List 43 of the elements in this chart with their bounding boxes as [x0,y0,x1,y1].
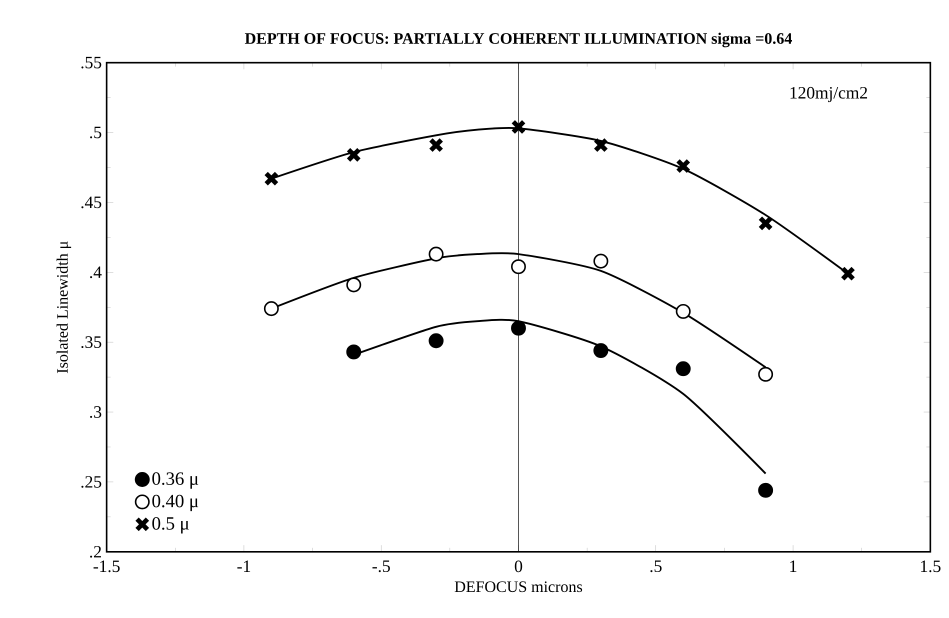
point [593,137,608,152]
point [428,246,444,262]
point [758,482,774,498]
point [840,266,856,281]
y-tick-label: .2 [90,546,101,558]
point [510,119,526,134]
point [346,147,362,162]
legend-label: 0.36 μ [152,472,198,488]
point [593,253,608,268]
point [758,366,774,382]
x-tick-label: 1 [790,560,796,572]
x-tick-label: -.5 [372,560,390,572]
point [593,342,608,358]
y-tick-label: .3 [90,406,102,418]
chart-title: DEPTH OF FOCUS: PARTIALLY COHERENT ILLUMINATION sigma =0.64 [244,32,792,48]
legend-label: 0.5 μ [152,516,189,534]
y-tick-label: .5 [90,126,102,138]
point [428,137,444,152]
point [264,300,279,316]
point [264,170,279,186]
point [676,158,691,174]
point [511,320,526,336]
point [346,277,362,292]
x-tick-label: 1.5 [921,560,940,572]
point [428,333,444,348]
x-axis-title: DEFOCUS microns [454,581,582,592]
point [676,304,691,319]
y-tick-label: .4 [90,266,102,278]
point [676,361,691,376]
legend-label: 0.40 μ [152,494,198,511]
y-tick-label: .35 [81,336,102,348]
y-tick-label: .55 [81,56,102,68]
x-tick-label: .5 [650,560,662,572]
annotation: 120mj/cm2 [790,86,868,102]
x-tick-label: 0 [514,560,522,572]
point [758,216,774,231]
point [346,344,362,360]
y-tick-label: .25 [81,476,102,488]
y-axis-title: Isolated Linewidth μ [56,241,72,373]
point [511,259,526,274]
y-tick-label: .45 [81,196,102,208]
x-tick-label: -1 [237,560,250,572]
x-tick-label: -1.5 [94,560,120,572]
